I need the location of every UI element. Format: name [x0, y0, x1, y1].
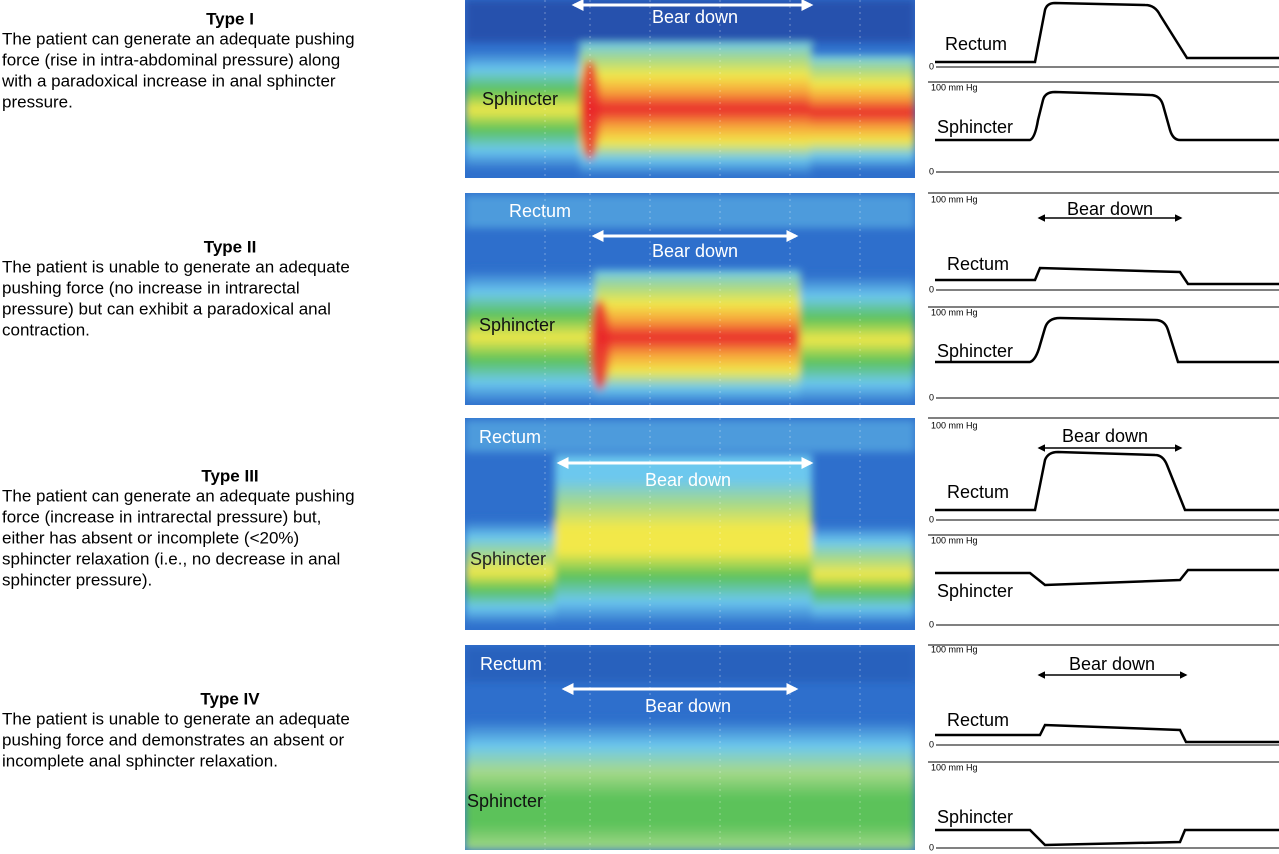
trace-sphincter-label: Sphincter [937, 341, 1013, 361]
heatmap-blur [465, 195, 915, 405]
type-description: sphincter pressure). [2, 570, 152, 589]
pressure-band [465, 50, 585, 170]
trace-panel: 100 mm Hg 0 100 mm Hg 0 Bear down Rectum Sphin… [928, 418, 1279, 629]
type-title: Type I [206, 9, 254, 28]
heatmap-sphincter-label: Sphincter [467, 791, 543, 811]
type-description: either has absent or incomplete (<20%) [2, 528, 299, 547]
type-description: The patient can generate an adequate pus… [2, 486, 355, 505]
heatmap-bear-down-label: Bear down [652, 241, 738, 261]
type-description: pressure) but can exhibit a paradoxical … [2, 299, 331, 318]
trace-panel: 100 mm Hg 0 100 mm Hg 0 Bear down Rectum Sphin… [928, 644, 1279, 852]
sphincter-trace [935, 830, 1279, 845]
figure: Type IThe patient can generate an adequa… [0, 0, 1279, 854]
type-description: pressure. [2, 92, 73, 111]
type-title: Type II [204, 237, 257, 256]
type-description: contraction. [2, 320, 90, 339]
type-title: Type IV [200, 689, 260, 708]
type-description: force (increase in intrarectal pressure)… [2, 507, 321, 526]
type-description: incomplete anal sphincter relaxation. [2, 751, 278, 770]
trace-rectum-label: Rectum [947, 482, 1009, 502]
heatmap-bear-down-label: Bear down [652, 7, 738, 27]
type-description: The patient is unable to generate an ade… [2, 709, 350, 728]
page: Type IThe patient can generate an adequa… [0, 0, 1279, 854]
scale-label: 100 mm Hg [931, 82, 978, 92]
scale-label: 100 mm Hg [931, 307, 978, 317]
heatmap-sphincter-label: Sphincter [479, 315, 555, 335]
heatmap-bear-down-label: Bear down [645, 470, 731, 490]
type-description: force (rise in intra-abdominal pressure)… [2, 50, 340, 69]
scale-label: 0 [929, 619, 934, 629]
heatmap-rectum-label: Rectum [480, 654, 542, 674]
heatmap-rectum-label: Rectum [479, 427, 541, 447]
scale-label: 0 [929, 284, 934, 294]
trace-panel: 0 100 mm Hg 0 Rectum Sphincter [928, 3, 1279, 176]
trace-bear-down-label: Bear down [1062, 426, 1148, 446]
heatmap: Bear down Sphincter [465, 0, 915, 178]
type-description: sphincter relaxation (i.e., no decrease … [2, 549, 340, 568]
trace-sphincter-label: Sphincter [937, 807, 1013, 827]
scale-label: 0 [929, 166, 934, 176]
scale-label: 0 [929, 61, 934, 71]
scale-label: 0 [929, 739, 934, 749]
trace-rectum-label: Rectum [947, 254, 1009, 274]
trace-panel: 100 mm Hg 0 100 mm Hg 0 Bear down Rectum Sphin… [928, 193, 1279, 402]
heatmap-rectum-label: Rectum [509, 201, 571, 221]
pressure-band [465, 520, 555, 625]
heatmap-body [465, 645, 915, 850]
pressure-band [580, 42, 812, 176]
heatmap-sphincter-label: Sphincter [482, 89, 558, 109]
type-description: The patient is unable to generate an ade… [2, 257, 350, 276]
heatmap-sphincter-label: Sphincter [470, 549, 546, 569]
trace-sphincter-label: Sphincter [937, 117, 1013, 137]
heatmap: Rectum Bear down Sphincter [465, 418, 915, 630]
type-title: Type III [201, 466, 258, 485]
scale-label: 0 [929, 392, 934, 402]
pressure-band [595, 270, 800, 405]
pressure-band [465, 270, 595, 405]
heatmap: Rectum Bear down Sphincter [465, 193, 915, 405]
trace-rectum-label: Rectum [945, 34, 1007, 54]
pressure-band [810, 55, 915, 170]
trace-bear-down-label: Bear down [1069, 654, 1155, 674]
scale-label: 100 mm Hg [931, 762, 978, 772]
scale-label: 100 mm Hg [931, 644, 978, 654]
type-description: with a paradoxical increase in anal sphi… [1, 71, 336, 90]
scale-label: 100 mm Hg [931, 420, 978, 430]
type-description: The patient can generate an adequate pus… [2, 29, 355, 48]
scale-label: 0 [929, 514, 934, 524]
pressure-band [800, 275, 915, 405]
type-description: pushing force (no increase in intrarecta… [2, 278, 300, 297]
scale-label: 100 mm Hg [931, 194, 978, 204]
heatmap: Rectum Bear down Sphincter [465, 645, 915, 850]
scale-label: 0 [929, 842, 934, 852]
heatmap-body [465, 193, 915, 405]
pressure-band [812, 525, 915, 625]
heatmap-bear-down-label: Bear down [645, 696, 731, 716]
heatmap-blur [465, 647, 915, 850]
scale-label: 100 mm Hg [931, 535, 978, 545]
trace-rectum-label: Rectum [947, 710, 1009, 730]
trace-bear-down-label: Bear down [1067, 199, 1153, 219]
type-description: pushing force and demonstrates an absent… [2, 730, 344, 749]
trace-sphincter-label: Sphincter [937, 581, 1013, 601]
onset [590, 300, 610, 390]
pressure-band [465, 720, 915, 850]
